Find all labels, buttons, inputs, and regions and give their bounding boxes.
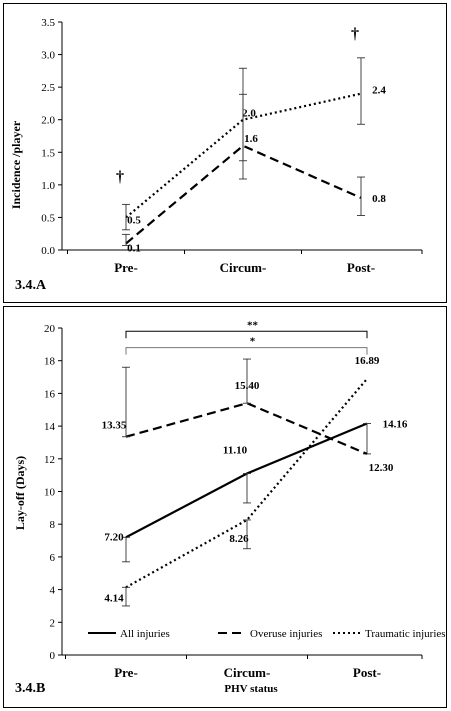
x-category-label-a: Post- <box>347 260 375 275</box>
data-label-a: 2.4 <box>372 85 386 97</box>
y-tick-label-b: 2 <box>50 617 56 629</box>
dagger-annotation-a: † <box>351 25 359 42</box>
legend-b <box>82 620 416 644</box>
data-label-b: 16.89 <box>355 355 380 367</box>
y-tick-label-a: 3.5 <box>41 17 55 29</box>
data-label-a: 0.1 <box>127 242 141 254</box>
data-label-b: 11.10 <box>223 445 248 457</box>
y-tick-label-a: 1.0 <box>41 180 55 192</box>
y-tick-label-a: 2.0 <box>41 115 55 127</box>
y-axis-title-b: Lay-off (Days) <box>13 456 27 530</box>
y-tick-label-a: 2.5 <box>41 82 55 94</box>
data-label-b: 15.40 <box>235 380 260 392</box>
data-label-b: 12.30 <box>369 462 394 474</box>
legend-label-solid: All injuries <box>120 628 170 640</box>
y-tick-label-b: 0 <box>50 650 56 662</box>
y-tick-label-b: 10 <box>44 487 56 499</box>
x-category-label-b: Pre- <box>114 665 138 680</box>
panel-label-a: 3.4.A <box>15 278 47 293</box>
data-label-a: 2.0 <box>242 108 256 120</box>
y-tick-label-a: 3.0 <box>41 50 55 62</box>
series-line-a-dashed <box>125 144 362 245</box>
y-axis-title-a: Incidence /player <box>9 120 23 209</box>
data-label-b: 13.35 <box>102 420 127 432</box>
data-label-b: 14.16 <box>383 418 408 430</box>
significance-marker-b: * <box>250 336 256 348</box>
panel-a-frame <box>3 3 447 303</box>
legend-label-dashed: Overuse injuries <box>250 628 322 640</box>
data-label-a: 0.8 <box>372 193 386 205</box>
x-axis-title-b: PHV status <box>224 683 278 695</box>
y-tick-label-b: 16 <box>44 388 56 400</box>
data-label-a: 0.5 <box>127 214 141 226</box>
data-label-b: 8.26 <box>229 533 249 545</box>
y-tick-label-b: 14 <box>44 421 56 433</box>
panel-label-b: 3.4.B <box>15 681 45 696</box>
y-tick-label-b: 8 <box>50 519 56 531</box>
x-category-label-a: Pre- <box>114 260 138 275</box>
series-line-a-dotted <box>125 92 362 219</box>
significance-bracket-b <box>125 330 368 339</box>
x-category-label-a: Circum- <box>220 260 267 275</box>
legend-label-dotted: Traumatic injuries <box>365 628 446 640</box>
y-tick-label-b: 20 <box>44 323 56 335</box>
data-label-b: 4.14 <box>104 592 124 604</box>
significance-marker-b: ** <box>247 319 259 331</box>
x-category-label-b: Circum- <box>224 665 271 680</box>
series-line-b-dashed <box>125 402 368 455</box>
y-tick-label-a: 0.0 <box>41 245 55 257</box>
dagger-annotation-a: † <box>116 169 124 186</box>
y-tick-label-b: 6 <box>50 552 56 564</box>
data-label-b: 7.20 <box>104 531 124 543</box>
y-tick-label-a: 1.5 <box>41 147 55 159</box>
x-category-label-b: Post- <box>353 665 381 680</box>
significance-bracket-b <box>125 347 368 355</box>
y-tick-label-b: 18 <box>44 356 56 368</box>
data-label-a: 1.6 <box>244 133 258 145</box>
series-line-b-dotted <box>125 378 368 589</box>
y-tick-label-b: 12 <box>44 454 55 466</box>
y-tick-label-a: 0.5 <box>41 212 55 224</box>
y-tick-label-b: 4 <box>50 585 56 597</box>
